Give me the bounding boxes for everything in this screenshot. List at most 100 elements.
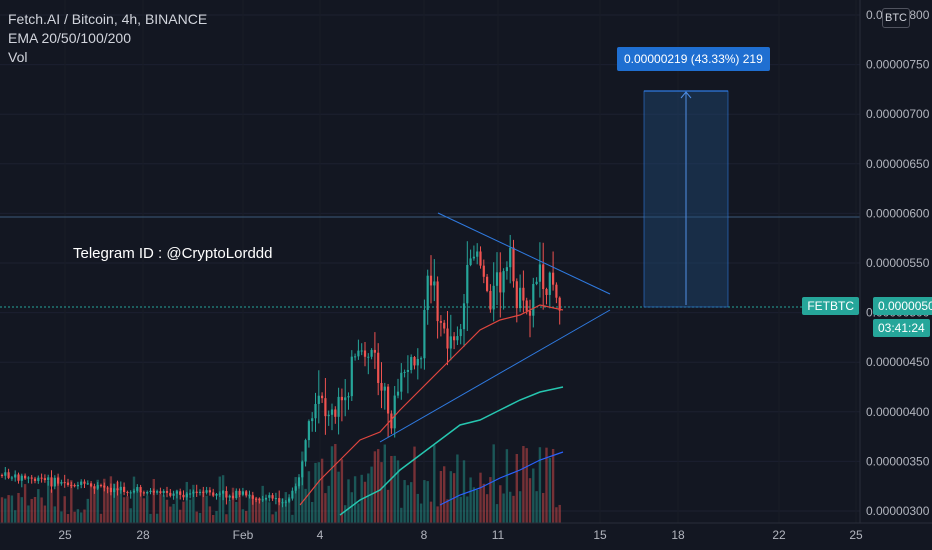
candle-body (43, 478, 46, 481)
candle-body (103, 485, 106, 488)
volume-bar (17, 492, 20, 523)
candle-body (182, 494, 185, 498)
telegram-annotation[interactable]: Telegram ID : @CryptoLorddd (73, 245, 273, 262)
measure-label[interactable]: 0.00000219 (43.33%) 219 (617, 47, 770, 71)
volume-bar (86, 498, 89, 523)
volume-bar (403, 480, 406, 523)
candle-body (47, 477, 50, 481)
candle-body (241, 491, 244, 495)
candle-body (499, 272, 502, 293)
candle-body (116, 488, 119, 491)
volume-bar (344, 505, 347, 523)
volume-bar (162, 495, 165, 523)
candle-body (261, 499, 264, 501)
volume-bar (4, 498, 7, 523)
time-tick-label: 18 (671, 528, 685, 542)
volume-bar (116, 481, 119, 523)
volume-bar (274, 511, 278, 523)
volume-bar (446, 499, 449, 523)
volume-bar (182, 501, 185, 523)
candle-body (175, 491, 178, 494)
volume-bar (152, 478, 155, 523)
candle-body (291, 490, 294, 499)
price-tick-label: 0.00000400 (866, 405, 930, 419)
candle-body (222, 491, 225, 494)
triangle-lower-trendline (379, 309, 611, 443)
volume-bar (284, 492, 287, 523)
candle-body (410, 357, 413, 370)
price-tick-label: 0.00000750 (866, 58, 930, 72)
volume-bar (14, 510, 17, 523)
candle-body (288, 498, 291, 502)
candle-body (99, 485, 103, 487)
candle-body (542, 264, 545, 290)
candle-body (179, 491, 182, 495)
volume-bar (132, 476, 136, 523)
volume-bar (459, 496, 462, 523)
volume-bar (495, 504, 499, 523)
volume-bar (340, 459, 344, 523)
volume-indicator-label[interactable]: Vol (8, 49, 28, 65)
volume-bar (416, 493, 419, 523)
candle-body (314, 403, 317, 419)
volume-bar (33, 496, 37, 523)
volume-bar (456, 454, 459, 523)
volume-bar (261, 485, 264, 523)
volume-bar (291, 514, 294, 523)
measure-arrow-head (680, 91, 692, 99)
ema-indicator-label[interactable]: EMA 20/50/100/200 (8, 30, 131, 46)
volume-bar (37, 489, 40, 523)
candle-body (63, 482, 66, 484)
candle-body (24, 475, 27, 479)
candle-body (469, 258, 472, 265)
price-tick-label: 0.00000600 (866, 206, 930, 220)
volume-bar (60, 511, 63, 523)
currency-button[interactable]: BTC (882, 8, 910, 28)
candle-body (492, 285, 495, 310)
time-tick-label: 28 (136, 528, 150, 542)
candle-body (258, 498, 261, 501)
price-tick-label: 0.00000650 (866, 157, 930, 171)
candle-body (238, 490, 241, 495)
volume-bar (80, 512, 83, 523)
candle-body (330, 409, 334, 415)
volume-bar (558, 504, 561, 523)
volume-bar (271, 514, 274, 523)
candle-body (307, 421, 310, 441)
volume-bar (515, 453, 518, 523)
candle-body (472, 256, 475, 259)
candle-body (119, 486, 122, 491)
candle-body (231, 495, 235, 499)
candle-body (439, 321, 442, 323)
candle-body (334, 409, 337, 417)
candle-body (321, 395, 324, 399)
volume-bar (278, 502, 281, 523)
volume-bar (353, 476, 357, 523)
volume-bar (139, 491, 142, 523)
volume-bar (113, 483, 116, 523)
candle-body (284, 501, 287, 503)
volume-bar (396, 460, 400, 523)
chart-legend: Fetch.AI / Bitcoin, 4h, BINANCE EMA 20/5… (8, 10, 207, 67)
volume-bar (307, 471, 311, 523)
candle-body (453, 336, 456, 341)
volume-bar (103, 478, 106, 523)
volume-bar (63, 496, 66, 523)
volume-bar (47, 480, 50, 523)
volume-bar (83, 509, 86, 523)
candle-body (502, 271, 505, 293)
symbol-title[interactable]: Fetch.AI / Bitcoin, 4h, BINANCE (8, 11, 208, 27)
candle-body (538, 264, 541, 282)
candle-body (14, 474, 17, 478)
time-tick-label: 11 (492, 528, 505, 542)
candlestick-series (0, 234, 561, 508)
candle-body (340, 396, 343, 401)
volume-bar (195, 511, 198, 523)
price-tick-label: 0.00000300 (866, 504, 930, 518)
volume-bar (555, 507, 558, 523)
volume-bar (205, 495, 208, 523)
candle-body (123, 486, 126, 492)
volume-bar (311, 501, 314, 523)
candle-body (228, 495, 231, 498)
